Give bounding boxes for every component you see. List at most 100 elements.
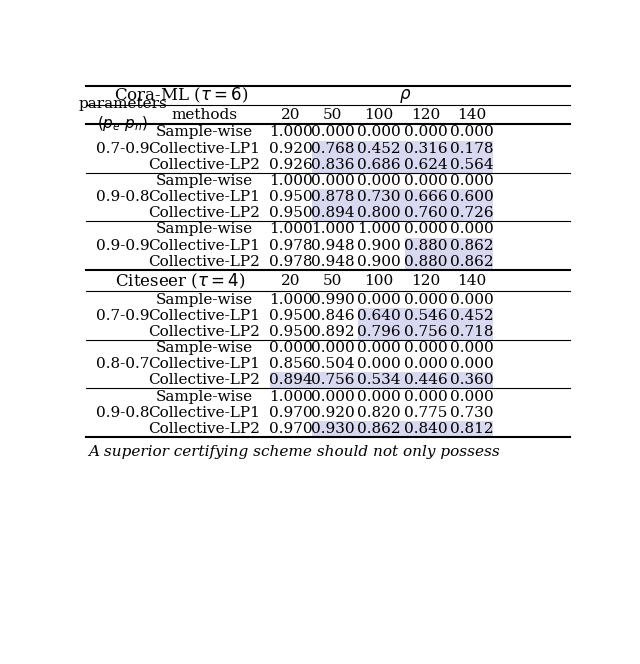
Text: 0.950: 0.950 [269, 325, 312, 339]
Text: 0.000: 0.000 [404, 174, 447, 188]
Text: 0.624: 0.624 [404, 158, 447, 172]
Text: 0.000: 0.000 [404, 357, 447, 371]
Text: 0.000: 0.000 [357, 341, 401, 355]
Text: A superior certifying scheme should not only possess: A superior certifying scheme should not … [88, 445, 499, 459]
Text: 0.000: 0.000 [357, 174, 401, 188]
Text: Sample-wise: Sample-wise [156, 222, 253, 236]
Text: 0.950: 0.950 [269, 207, 312, 220]
Text: 0.000: 0.000 [451, 390, 494, 404]
Text: 0.666: 0.666 [404, 190, 447, 204]
Text: 0.894: 0.894 [269, 373, 312, 387]
Text: 0.846: 0.846 [311, 309, 355, 323]
Text: Collective-LP2: Collective-LP2 [148, 207, 260, 220]
Text: Collective-LP2: Collective-LP2 [148, 373, 260, 387]
Text: 0.948: 0.948 [311, 238, 355, 252]
Text: Collective-LP2: Collective-LP2 [148, 158, 260, 172]
Text: 0.000: 0.000 [404, 341, 447, 355]
Text: 0.000: 0.000 [311, 341, 355, 355]
Text: 0.686: 0.686 [357, 158, 401, 172]
Text: 0.000: 0.000 [404, 125, 447, 139]
Text: 0.775: 0.775 [404, 406, 447, 420]
Text: 0.000: 0.000 [357, 357, 401, 371]
Text: 140: 140 [458, 274, 487, 288]
Text: 0.000: 0.000 [404, 390, 447, 404]
Text: Collective-LP1: Collective-LP1 [148, 141, 260, 155]
Bar [312, 141, 493, 157]
Text: 0.000: 0.000 [451, 125, 494, 139]
Bar [270, 373, 493, 388]
Text: 0.978: 0.978 [269, 238, 312, 252]
Text: 0.990: 0.990 [311, 293, 355, 307]
Text: 0.760: 0.760 [404, 207, 447, 220]
Text: 1.000: 1.000 [311, 222, 355, 236]
Text: 0.718: 0.718 [451, 325, 494, 339]
Text: 0.820: 0.820 [357, 406, 401, 420]
Text: 0.9-0.8: 0.9-0.8 [96, 190, 149, 204]
Text: 0.812: 0.812 [451, 422, 494, 436]
Text: 0.796: 0.796 [357, 325, 401, 339]
Bar [312, 421, 493, 437]
Text: 140: 140 [458, 108, 487, 122]
Text: 0.800: 0.800 [357, 207, 401, 220]
Text: 120: 120 [411, 108, 440, 122]
Text: 1.000: 1.000 [269, 222, 313, 236]
Bar [358, 307, 493, 324]
Text: 0.840: 0.840 [404, 422, 447, 436]
Bar [312, 205, 493, 221]
Text: 0.862: 0.862 [451, 255, 494, 269]
Text: Sample-wise: Sample-wise [156, 293, 253, 307]
Text: 0.000: 0.000 [404, 293, 447, 307]
Text: 0.000: 0.000 [357, 125, 401, 139]
Text: 0.564: 0.564 [451, 158, 494, 172]
Text: 0.452: 0.452 [451, 309, 494, 323]
Text: Citeseer ($\tau = 4$): Citeseer ($\tau = 4$) [115, 272, 246, 291]
Text: 0.178: 0.178 [451, 141, 494, 155]
Text: 0.856: 0.856 [269, 357, 312, 371]
Text: 0.7-0.9: 0.7-0.9 [96, 141, 149, 155]
Text: Cora-ML ($\tau = 6$): Cora-ML ($\tau = 6$) [114, 86, 248, 106]
Text: 0.836: 0.836 [311, 158, 355, 172]
Text: Sample-wise: Sample-wise [156, 174, 253, 188]
Text: 0.970: 0.970 [269, 406, 312, 420]
Text: 0.000: 0.000 [404, 222, 447, 236]
Text: 0.000: 0.000 [451, 341, 494, 355]
Text: 0.930: 0.930 [311, 422, 355, 436]
Text: 0.880: 0.880 [404, 255, 447, 269]
Text: 20: 20 [281, 274, 301, 288]
Text: 0.950: 0.950 [269, 190, 312, 204]
Text: 0.452: 0.452 [357, 141, 401, 155]
Bar [404, 254, 493, 270]
Text: 0.000: 0.000 [451, 357, 494, 371]
Text: 1.000: 1.000 [269, 174, 313, 188]
Text: 0.546: 0.546 [404, 309, 447, 323]
Text: 0.726: 0.726 [451, 207, 494, 220]
Text: 0.504: 0.504 [311, 357, 355, 371]
Text: parameters
$(p_e$-$p_n)$: parameters $(p_e$-$p_n)$ [78, 97, 167, 133]
Text: 0.000: 0.000 [357, 293, 401, 307]
Text: Sample-wise: Sample-wise [156, 341, 253, 355]
Text: 0.730: 0.730 [451, 406, 494, 420]
Text: 0.316: 0.316 [404, 141, 447, 155]
Text: Sample-wise: Sample-wise [156, 390, 253, 404]
Text: 0.600: 0.600 [451, 190, 494, 204]
Text: 0.862: 0.862 [357, 422, 401, 436]
Text: 20: 20 [281, 108, 301, 122]
Text: Collective-LP1: Collective-LP1 [148, 406, 260, 420]
Text: 0.000: 0.000 [451, 174, 494, 188]
Text: 0.950: 0.950 [269, 309, 312, 323]
Text: 0.9-0.8: 0.9-0.8 [96, 406, 149, 420]
Text: 0.360: 0.360 [451, 373, 494, 387]
Text: 0.920: 0.920 [311, 406, 355, 420]
Bar [358, 324, 493, 340]
Text: 0.878: 0.878 [311, 190, 355, 204]
Text: 50: 50 [323, 274, 342, 288]
Text: 0.948: 0.948 [311, 255, 355, 269]
Text: 0.880: 0.880 [404, 238, 447, 252]
Bar [404, 238, 493, 254]
Text: 0.900: 0.900 [357, 238, 401, 252]
Text: 0.446: 0.446 [404, 373, 447, 387]
Text: $\rho$: $\rho$ [399, 87, 412, 105]
Text: 0.640: 0.640 [357, 309, 401, 323]
Text: 0.000: 0.000 [311, 174, 355, 188]
Text: 1.000: 1.000 [269, 390, 313, 404]
